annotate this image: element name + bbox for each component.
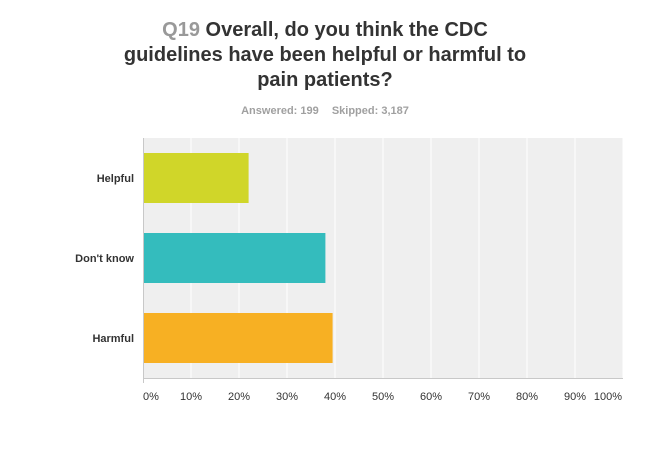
x-tick-label: 20%	[228, 391, 250, 403]
x-tick-label: 100%	[594, 391, 622, 403]
skipped-count: Skipped: 3,187	[331, 105, 409, 117]
answered-count: Answered: 199	[241, 105, 319, 117]
question-number: Q19	[162, 19, 200, 41]
bar	[143, 313, 333, 363]
x-tick-label: 30%	[276, 391, 298, 403]
category-label: Don't know	[75, 253, 134, 265]
bar	[143, 233, 326, 283]
x-tick-label: 50%	[372, 391, 394, 403]
question-text: Overall, do you think the CDC guidelines…	[123, 19, 527, 91]
x-tick-label: 80%	[516, 391, 538, 403]
category-label: Harmful	[92, 333, 134, 345]
x-tick-label: 0%	[143, 391, 159, 403]
x-tick-label: 60%	[420, 391, 442, 403]
x-tick-label: 90%	[564, 391, 586, 403]
x-tick-label: 40%	[324, 391, 346, 403]
chart-title: Q19 Overall, do you think the CDC guidel…	[0, 18, 650, 93]
category-label: Helpful	[97, 173, 134, 185]
x-tick-label: 70%	[468, 391, 490, 403]
response-stats: Answered: 199 Skipped: 3,187	[0, 105, 650, 117]
bar	[143, 153, 249, 203]
x-tick-label: 10%	[180, 391, 202, 403]
